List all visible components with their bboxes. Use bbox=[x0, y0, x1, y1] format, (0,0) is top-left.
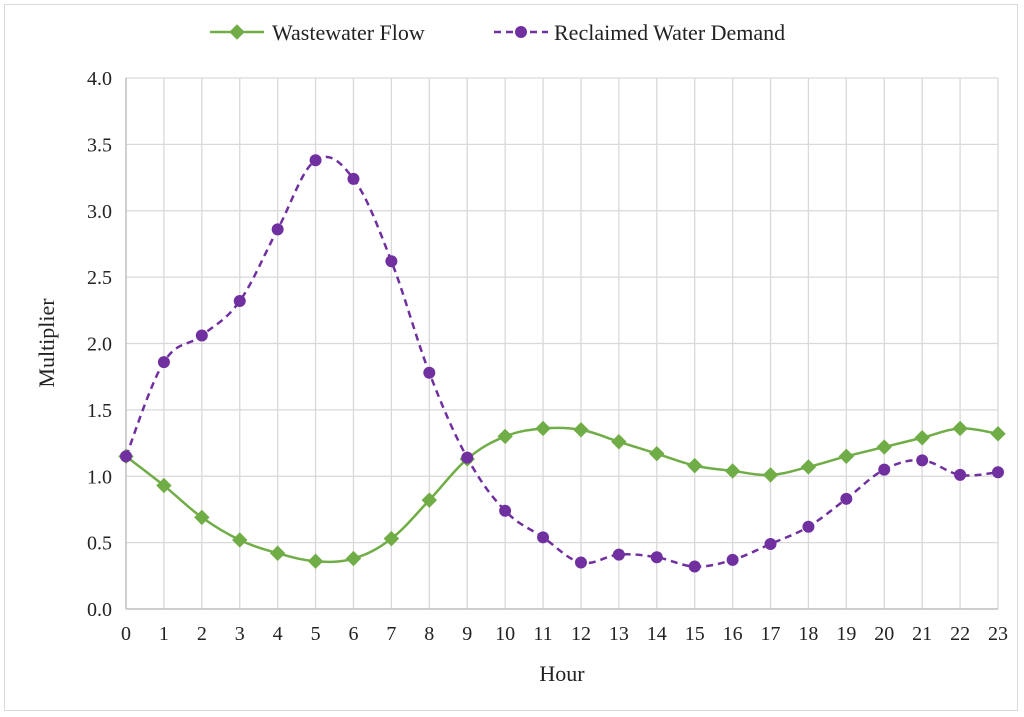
y-tick-label: 4.0 bbox=[87, 68, 112, 90]
x-tick-label: 0 bbox=[121, 623, 131, 645]
x-tick-label: 21 bbox=[912, 623, 932, 645]
legend: Wastewater Flow Reclaimed Water Demand bbox=[210, 20, 785, 45]
x-tick-label: 6 bbox=[348, 623, 358, 645]
data-point-wastewater-flow bbox=[269, 545, 286, 561]
series-group bbox=[118, 154, 1006, 573]
y-axis-label: Multiplier bbox=[34, 298, 59, 388]
data-point-reclaimed-water-demand bbox=[612, 548, 625, 561]
series-reclaimed-water-demand bbox=[120, 154, 1004, 573]
y-tick-labels: 0.0 0.5 1.0 1.5 2.0 2.5 3.0 3.5 4.0 bbox=[87, 68, 112, 621]
x-tick-label: 23 bbox=[988, 623, 1008, 645]
x-tick-label: 18 bbox=[798, 623, 818, 645]
x-tick-label: 13 bbox=[609, 623, 629, 645]
x-tick-label: 20 bbox=[874, 623, 894, 645]
data-point-reclaimed-water-demand bbox=[764, 537, 777, 550]
legend-item-wastewater-flow: Wastewater Flow bbox=[210, 20, 425, 45]
x-tick-label: 10 bbox=[495, 623, 515, 645]
x-axis-label: Hour bbox=[539, 661, 585, 686]
data-point-reclaimed-water-demand bbox=[650, 551, 663, 564]
data-point-wastewater-flow bbox=[724, 463, 741, 479]
x-tick-label: 4 bbox=[273, 623, 283, 645]
data-point-reclaimed-water-demand bbox=[120, 450, 132, 463]
data-point-wastewater-flow bbox=[156, 477, 172, 494]
legend-marker bbox=[229, 24, 245, 40]
x-tick-label: 3 bbox=[235, 623, 245, 645]
x-tick-label: 17 bbox=[761, 623, 781, 645]
data-point-reclaimed-water-demand bbox=[537, 531, 550, 544]
data-point-wastewater-flow bbox=[876, 439, 892, 455]
data-point-wastewater-flow bbox=[800, 459, 817, 475]
y-tick-label: 0.0 bbox=[87, 599, 112, 621]
data-point-reclaimed-water-demand bbox=[157, 356, 170, 369]
y-tick-label: 0.5 bbox=[87, 533, 112, 555]
data-point-wastewater-flow bbox=[649, 445, 665, 462]
series-wastewater-flow bbox=[118, 420, 1006, 569]
data-point-reclaimed-water-demand bbox=[802, 520, 815, 533]
data-point-wastewater-flow bbox=[345, 550, 362, 567]
data-point-reclaimed-water-demand bbox=[347, 172, 360, 185]
data-point-wastewater-flow bbox=[307, 553, 324, 569]
chart-frame bbox=[4, 4, 1018, 711]
series-line-reclaimed-water-demand bbox=[124, 155, 999, 568]
legend-label: Wastewater Flow bbox=[272, 20, 425, 45]
y-tick-label: 1.5 bbox=[87, 400, 112, 422]
y-tick-label: 2.0 bbox=[87, 334, 112, 356]
data-point-reclaimed-water-demand bbox=[385, 255, 398, 268]
y-tick-label: 1.0 bbox=[87, 466, 112, 488]
data-point-wastewater-flow bbox=[383, 530, 400, 547]
data-point-wastewater-flow bbox=[573, 422, 589, 438]
data-point-reclaimed-water-demand bbox=[195, 329, 208, 342]
data-point-reclaimed-water-demand bbox=[461, 451, 474, 464]
y-tick-label: 3.0 bbox=[87, 201, 112, 223]
x-tick-label: 14 bbox=[647, 623, 667, 645]
x-tick-label: 5 bbox=[311, 623, 321, 645]
x-tick-label: 15 bbox=[685, 623, 705, 645]
x-tick-label: 2 bbox=[197, 623, 207, 645]
x-tick-label: 8 bbox=[424, 623, 434, 645]
data-point-wastewater-flow bbox=[611, 434, 627, 450]
data-point-reclaimed-water-demand bbox=[574, 556, 587, 569]
data-point-reclaimed-water-demand bbox=[916, 454, 929, 467]
x-tick-label: 16 bbox=[723, 623, 743, 645]
data-point-wastewater-flow bbox=[535, 420, 551, 437]
grid-lines bbox=[126, 77, 999, 609]
data-point-wastewater-flow bbox=[232, 532, 248, 548]
legend-label: Reclaimed Water Demand bbox=[554, 20, 785, 45]
data-point-reclaimed-water-demand bbox=[309, 154, 322, 167]
y-tick-label: 3.5 bbox=[87, 134, 112, 156]
series-line-wastewater-flow bbox=[125, 426, 999, 564]
legend-item-reclaimed-water-demand: Reclaimed Water Demand bbox=[494, 20, 785, 45]
data-point-wastewater-flow bbox=[762, 467, 779, 483]
legend-marker bbox=[515, 26, 527, 38]
x-tick-labels: 0 1 2 3 4 5 6 7 8 9 10 11 12 13 14 15 16 17 18 19 20 21 22 23 bbox=[121, 623, 1008, 645]
x-tick-label: 1 bbox=[159, 623, 169, 645]
data-point-wastewater-flow bbox=[194, 509, 210, 526]
data-point-wastewater-flow bbox=[686, 457, 703, 474]
x-tick-label: 22 bbox=[950, 623, 970, 645]
data-point-reclaimed-water-demand bbox=[840, 492, 853, 505]
data-point-reclaimed-water-demand bbox=[271, 223, 284, 236]
axes bbox=[125, 78, 998, 610]
data-point-wastewater-flow bbox=[990, 426, 1006, 442]
data-point-wastewater-flow bbox=[497, 428, 513, 445]
x-tick-label: 9 bbox=[462, 623, 472, 645]
y-tick-label: 2.5 bbox=[87, 267, 112, 289]
data-point-wastewater-flow bbox=[838, 448, 855, 465]
data-point-reclaimed-water-demand bbox=[878, 463, 891, 476]
data-point-reclaimed-water-demand bbox=[954, 468, 967, 481]
data-point-wastewater-flow bbox=[421, 492, 438, 508]
data-point-reclaimed-water-demand bbox=[688, 560, 701, 573]
data-point-reclaimed-water-demand bbox=[726, 553, 739, 566]
data-point-reclaimed-water-demand bbox=[233, 295, 246, 308]
data-point-wastewater-flow bbox=[914, 430, 930, 446]
x-tick-label: 11 bbox=[533, 623, 552, 645]
x-tick-label: 12 bbox=[571, 623, 591, 645]
data-point-reclaimed-water-demand bbox=[423, 366, 436, 379]
data-point-reclaimed-water-demand bbox=[992, 466, 1004, 479]
data-point-reclaimed-water-demand bbox=[499, 504, 512, 517]
x-tick-label: 7 bbox=[386, 623, 396, 645]
x-tick-label: 19 bbox=[836, 623, 856, 645]
data-point-wastewater-flow bbox=[952, 420, 968, 437]
